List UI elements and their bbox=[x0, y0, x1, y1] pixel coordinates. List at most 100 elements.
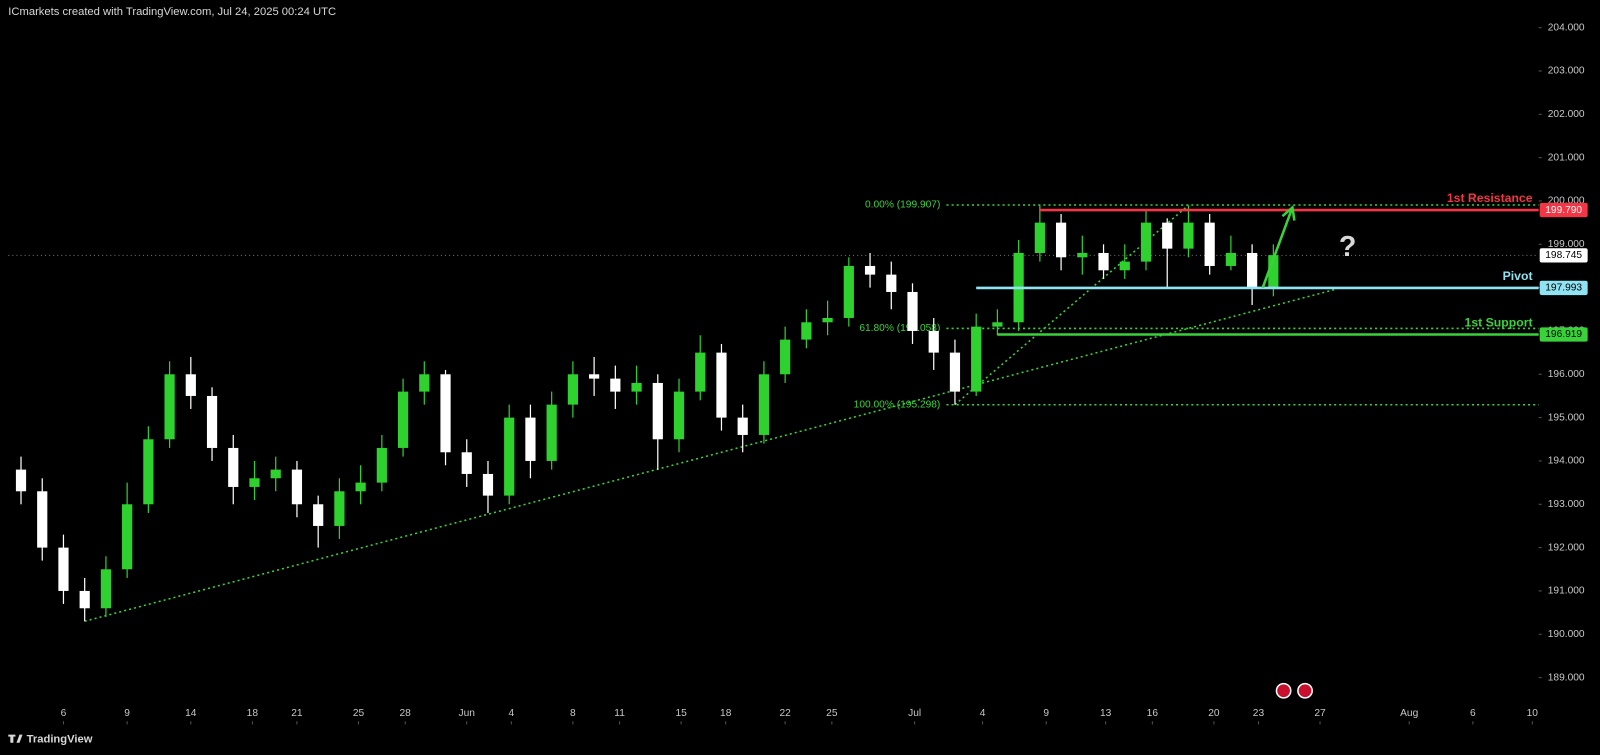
y-tick-label: 204.000 bbox=[1548, 22, 1585, 33]
y-tick-label: 190.000 bbox=[1548, 629, 1585, 640]
x-tick-label: 20 bbox=[1208, 708, 1220, 719]
calendar-flags bbox=[1275, 682, 1313, 699]
x-tick-label: 15 bbox=[675, 708, 687, 719]
y-tick-label: 199.000 bbox=[1548, 239, 1585, 250]
footer-brand: TradingView bbox=[27, 734, 93, 746]
level-name: Pivot bbox=[1503, 269, 1533, 283]
flag-icon bbox=[1275, 682, 1292, 699]
candle-body bbox=[1225, 252, 1236, 266]
flag-icon bbox=[1297, 682, 1313, 699]
y-tick-label: 196.000 bbox=[1548, 369, 1585, 380]
current-price-tag bbox=[1539, 248, 1588, 263]
candle-body bbox=[461, 452, 472, 474]
candle-body bbox=[482, 473, 494, 496]
candle-body bbox=[249, 478, 260, 487]
x-tick-label: 11 bbox=[614, 708, 625, 719]
candle-body bbox=[1119, 261, 1130, 271]
trendline bbox=[84, 288, 1338, 623]
arrow bbox=[1261, 207, 1294, 289]
x-tick-label: 16 bbox=[1147, 708, 1159, 719]
candle-body bbox=[1162, 222, 1173, 249]
candle-body bbox=[1055, 222, 1067, 258]
candle-body bbox=[122, 504, 133, 570]
candle-body bbox=[1077, 252, 1088, 258]
candle-body bbox=[37, 491, 48, 548]
candle-body bbox=[652, 382, 663, 440]
x-tick-label: Jun bbox=[459, 708, 475, 719]
fib-label: 61.80% (197.058) bbox=[859, 323, 940, 334]
candle-body bbox=[631, 382, 642, 392]
candle-body bbox=[313, 504, 324, 526]
candle-body bbox=[376, 447, 387, 483]
y-tick-label: 202.000 bbox=[1548, 109, 1585, 120]
x-tick-label: 23 bbox=[1253, 708, 1265, 719]
candle-body bbox=[971, 326, 982, 392]
candle-body bbox=[843, 265, 854, 318]
y-tick-label: 193.000 bbox=[1548, 499, 1585, 510]
candle-body bbox=[1140, 222, 1152, 262]
candle-body bbox=[228, 447, 239, 487]
footer-logo: TradingView bbox=[8, 734, 93, 746]
candle-body bbox=[334, 491, 345, 526]
candle-body bbox=[610, 378, 621, 392]
candle-body bbox=[100, 569, 112, 609]
candle-body bbox=[928, 330, 939, 353]
candle-body bbox=[1204, 222, 1215, 266]
x-tick-label: Jul bbox=[908, 708, 921, 719]
candle-body bbox=[1034, 222, 1045, 253]
candle-body bbox=[397, 391, 409, 448]
x-tick-label: 25 bbox=[353, 708, 365, 719]
candle-body bbox=[1183, 222, 1194, 249]
x-tick-label: 9 bbox=[1043, 708, 1049, 719]
x-tick-label: Aug bbox=[1400, 708, 1418, 719]
price-tag bbox=[1539, 280, 1588, 296]
candle-body bbox=[695, 352, 706, 392]
price-tag-label: 197.993 bbox=[1545, 283, 1582, 294]
candle-body bbox=[949, 352, 961, 392]
candle-body bbox=[546, 404, 557, 461]
candle-body bbox=[589, 374, 600, 379]
price-tag bbox=[1539, 327, 1588, 342]
x-tick-label: 25 bbox=[826, 708, 838, 719]
x-tick-label: 10 bbox=[1527, 708, 1539, 719]
candle-body bbox=[992, 322, 1003, 327]
candle-body bbox=[79, 590, 90, 609]
x-tick-label: 4 bbox=[980, 708, 986, 719]
x-tick-label: 14 bbox=[185, 708, 197, 719]
logo-icon bbox=[8, 734, 23, 743]
price-tag-label: 199.790 bbox=[1545, 205, 1582, 216]
x-tick-label: 27 bbox=[1314, 708, 1326, 719]
y-tick-label: 191.000 bbox=[1548, 586, 1585, 597]
x-tick-label: 6 bbox=[1470, 708, 1476, 719]
price-tag bbox=[1539, 202, 1588, 218]
candle-body bbox=[206, 395, 218, 448]
x-tick-label: 6 bbox=[61, 708, 67, 719]
candle-body bbox=[291, 469, 303, 505]
candle-body bbox=[1098, 252, 1109, 271]
header-title: ICmarkets created with TradingView.com, … bbox=[8, 6, 336, 18]
candle-body bbox=[164, 374, 175, 440]
x-tick-label: 28 bbox=[400, 708, 412, 719]
x-tick-label: 9 bbox=[124, 708, 130, 719]
x-tick-label: 8 bbox=[570, 708, 576, 719]
candle-body bbox=[525, 417, 536, 461]
x-tick-label: 18 bbox=[247, 708, 259, 719]
candle-body bbox=[886, 274, 897, 292]
candle-body bbox=[716, 352, 727, 418]
candle-body bbox=[822, 317, 833, 323]
candle-body bbox=[15, 469, 27, 492]
fib-label: 100.00% (195.298) bbox=[854, 399, 941, 410]
candle-body bbox=[567, 374, 578, 405]
candle-body bbox=[801, 322, 812, 340]
y-tick-label: 201.000 bbox=[1548, 152, 1585, 163]
candle-body bbox=[504, 417, 515, 496]
x-tick-label: 13 bbox=[1100, 708, 1112, 719]
x-tick-label: 18 bbox=[720, 708, 732, 719]
candle-body bbox=[58, 547, 69, 591]
candle-body bbox=[1268, 255, 1279, 288]
level-name: 1st Resistance bbox=[1447, 191, 1533, 205]
candle-body bbox=[143, 439, 154, 505]
